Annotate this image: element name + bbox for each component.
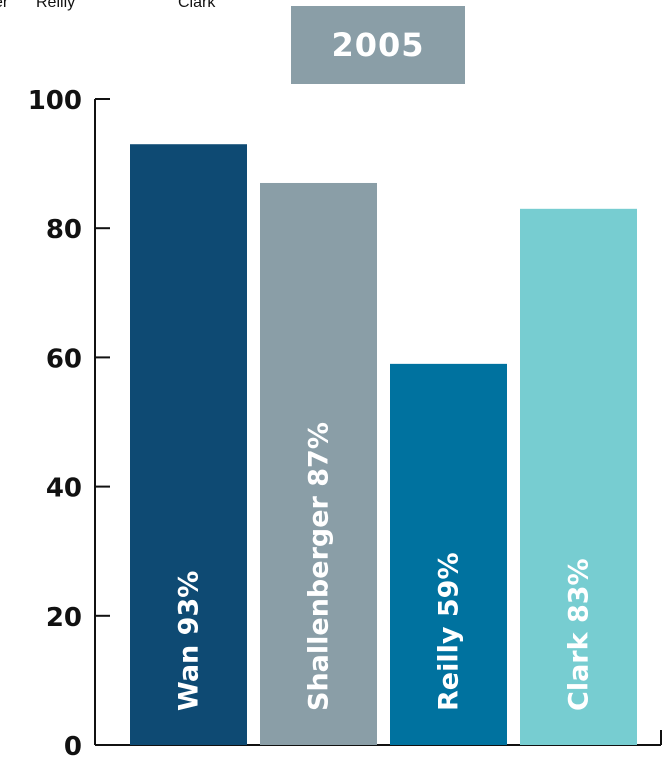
bar-clark [520, 208, 637, 745]
y-tick-label: 60 [46, 344, 82, 374]
y-tick-label: 0 [64, 732, 82, 761]
axes: 0 20 40 60 80 100 [28, 86, 662, 761]
bar-label: Wan 93% [174, 571, 205, 711]
chart-title-badge: 2005 [291, 6, 465, 84]
bar-labels: Wan 93% Shallenberger 87% Reilly 59% Clark … [174, 422, 595, 711]
bar-label: Shallenberger 87% [304, 422, 335, 711]
bar-shallenberger [260, 182, 377, 746]
bar-reilly [390, 363, 507, 745]
cropped-label-3: Clark [178, 0, 216, 11]
bar-label: Reilly 59% [434, 553, 465, 712]
bars [130, 144, 637, 746]
y-tick-label: 80 [46, 215, 82, 245]
bar-label: Clark 83% [564, 558, 595, 711]
y-tick-label: 20 [46, 603, 82, 633]
bar-wan [130, 144, 247, 746]
cropped-label-1: er [0, 0, 9, 11]
y-tick-label: 40 [46, 474, 82, 504]
y-tick-label: 100 [28, 86, 82, 116]
cropped-label-2: Reilly [36, 0, 76, 11]
